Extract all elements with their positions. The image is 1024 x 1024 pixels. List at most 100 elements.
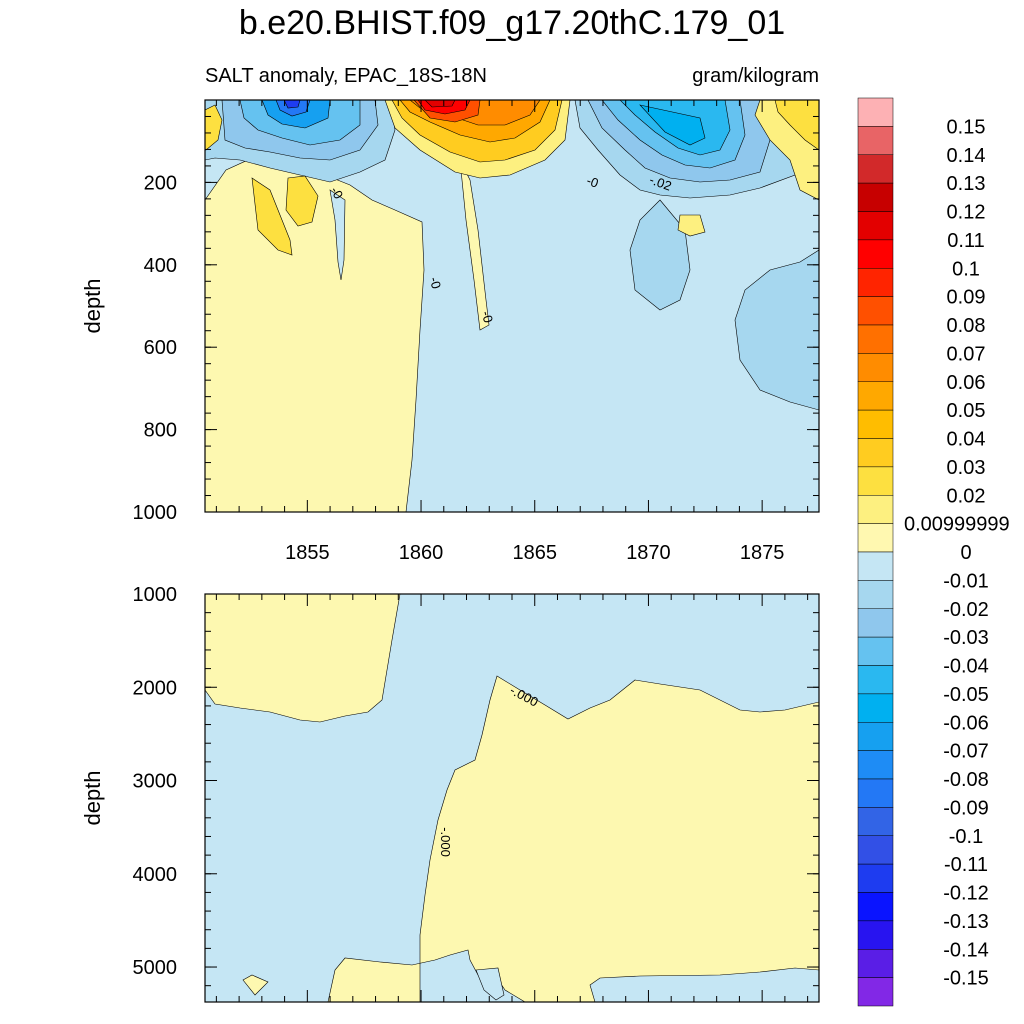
colorbar-label: 0.05 [947,400,986,422]
upper-positive-tongue [459,159,490,331]
lower-contour-field [205,594,819,1002]
colorbar-label: -0.03 [943,627,989,649]
colorbar-swatch [857,722,894,751]
colorbar-swatch [857,268,894,297]
upper-contour-label-2: -0 [427,275,444,290]
y-tick-label: 800 [144,420,177,442]
colorbar-label: -0.08 [943,769,989,791]
colorbar-swatch [857,409,894,439]
colorbar-swatch [857,466,894,496]
colorbar-swatch [857,807,894,836]
colorbar-swatch [857,778,894,808]
colorbar-label: -0.07 [943,741,989,763]
y-tick-label: 3000 [133,771,178,793]
colorbar-label: 0.06 [947,372,986,394]
colorbar-label: 0.11 [947,230,984,252]
colorbar-label: 0.00999999 [904,514,1010,536]
y-tick-label: 1000 [133,584,178,606]
upper-positive-blob-1 [285,175,319,227]
upper-panel: -0 -0 -0 -0 -.02 depth 1855 1860 1865 1870 1… [80,99,820,564]
x-tick-label: 1865 [512,542,557,564]
colorbar-swatch [857,835,894,865]
colorbar-swatch [857,182,894,212]
upper-negative-east-core-4 [639,104,706,146]
lower-positive-east-region [327,675,819,1002]
subtitle-right: gram/kilogram [692,65,819,87]
colorbar-swatch [857,495,894,524]
colorbar-swatch [857,665,894,695]
colorbar-label: -0.01 [943,570,989,592]
colorbar-swatch [857,920,894,950]
colorbar-label: -0.02 [943,599,989,621]
lower-axes: 1000 2000 3000 4000 5000 [133,584,819,1002]
colorbar-swatch [857,693,894,723]
colorbar-swatch [857,949,894,978]
chart-title: b.e20.BHIST.f09_g17.20thC.179_01 [239,4,785,42]
upper-negative-basin-a [629,199,691,311]
colorbar-swatch [857,523,894,553]
upper-contour-label-3: -0 [479,309,496,324]
x-tick-label: 1855 [285,542,330,564]
colorbar-swatch [857,438,894,468]
upper-negative-west-core-5 [283,100,301,109]
colorbar-label: -0.11 [944,854,988,876]
colorbar-label: -0.1 [949,826,983,848]
colorbar-label: -0.06 [943,712,989,734]
upper-positive-west-region [205,159,425,512]
y-tick-label: 600 [144,337,177,359]
upper-y-axis-label: depth [80,278,105,333]
colorbar-swatch [857,296,894,326]
colorbar-label: -0.14 [943,939,989,961]
colorbar-swatch [857,211,894,241]
y-tick-label: 200 [144,172,177,194]
lower-negative-small-cell-b [475,967,505,1001]
colorbar-label: 0.04 [947,429,986,451]
y-tick-label: 2000 [133,677,178,699]
colorbar-swatch [857,608,894,638]
colorbar: 0.15 0.14 0.13 0.12 0.11 0.1 0.09 0.08 0.07 0.06 0… [857,97,1010,1007]
colorbar-swatch [857,636,894,666]
colorbar-swatch [857,977,894,1007]
upper-axes: 1855 1860 1865 1870 1875 200 400 600 800 1000 [133,99,819,564]
upper-positive-center-6 [424,100,456,108]
upper-contour-field [205,100,819,512]
colorbar-label: 0.09 [947,287,986,309]
colorbar-swatch [857,239,894,269]
colorbar-swatch [857,353,894,382]
upper-contour-label-4: -0 [585,173,601,191]
y-tick-label: 5000 [133,957,178,979]
lower-y-axis-label: depth [80,770,105,825]
colorbar-label: 0.1 [952,258,980,280]
upper-positive-blob-3 [251,177,293,256]
colorbar-label: 0.15 [947,116,986,138]
colorbar-swatch [857,126,894,155]
subtitle-left: SALT anomaly, EPAC_18S-18N [205,65,487,87]
colorbar-label: 0.02 [947,485,986,507]
upper-positive-east-core [774,100,819,151]
colorbar-swatch [857,324,894,354]
colorbar-label: 0.08 [947,315,986,337]
y-tick-label: 400 [144,255,177,277]
colorbar-label: 0 [960,542,971,564]
x-tick-label: 1870 [626,542,671,564]
colorbar-swatch [857,97,894,127]
colorbar-label: 0.12 [947,202,986,224]
upper-negative-basin-b [734,249,819,411]
colorbar-swatch [857,154,894,184]
y-tick-label: 4000 [133,864,178,886]
lower-positive-northwest-region [205,594,401,723]
colorbar-label: 0.03 [947,457,986,479]
colorbar-swatch [857,892,894,922]
lower-contour-label-2: -.000 [438,827,453,857]
colorbar-label: 0.14 [947,145,986,167]
y-tick-label: 1000 [133,502,178,524]
colorbar-swatch [857,580,894,609]
colorbar-label: -0.15 [943,968,989,990]
colorbar-label: 0.07 [947,343,986,365]
colorbar-swatch [857,381,894,411]
colorbar-label: 0.13 [947,173,986,195]
colorbar-label: -0.13 [943,911,989,933]
x-tick-label: 1875 [740,542,785,564]
